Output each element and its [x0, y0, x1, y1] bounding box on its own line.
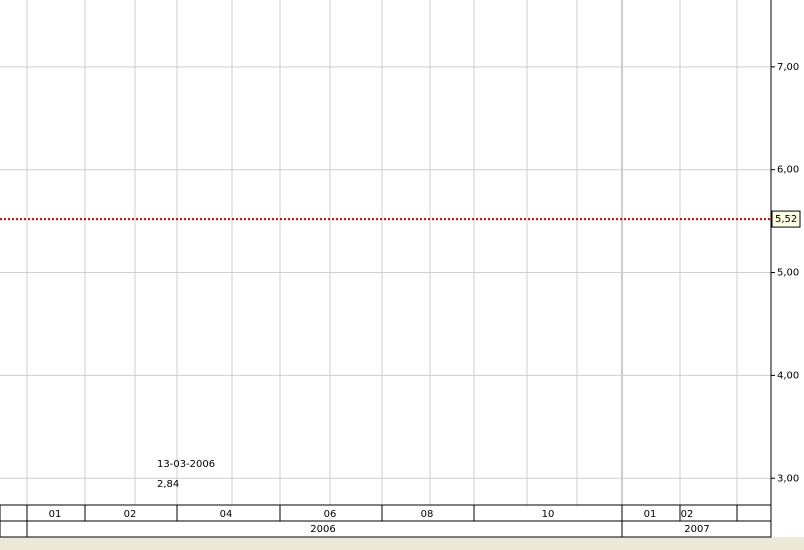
year-label: 2007	[684, 524, 709, 535]
month-label: 08	[421, 509, 434, 520]
annotation: 2,84	[157, 479, 179, 490]
status-strip	[0, 537, 804, 550]
annotation: 13-03-2006	[157, 459, 215, 470]
y-tick-label: 5,00	[777, 268, 799, 279]
year-label: 2006	[310, 524, 335, 535]
month-label: 10	[542, 509, 555, 520]
month-label: 01	[644, 509, 657, 520]
month-label: 04	[220, 509, 233, 520]
month-label: 06	[324, 509, 337, 520]
month-label: 01	[49, 509, 62, 520]
y-tick-label: 3,00	[777, 473, 799, 484]
month-label: 02	[681, 509, 694, 520]
y-tick-label: 4,00	[777, 370, 799, 381]
reference-label-box	[771, 210, 801, 228]
reference-label: 5,52	[775, 214, 797, 225]
y-tick-label: 7,00	[777, 62, 799, 73]
month-label: 02	[124, 509, 137, 520]
y-tick-label: 6,00	[777, 165, 799, 176]
